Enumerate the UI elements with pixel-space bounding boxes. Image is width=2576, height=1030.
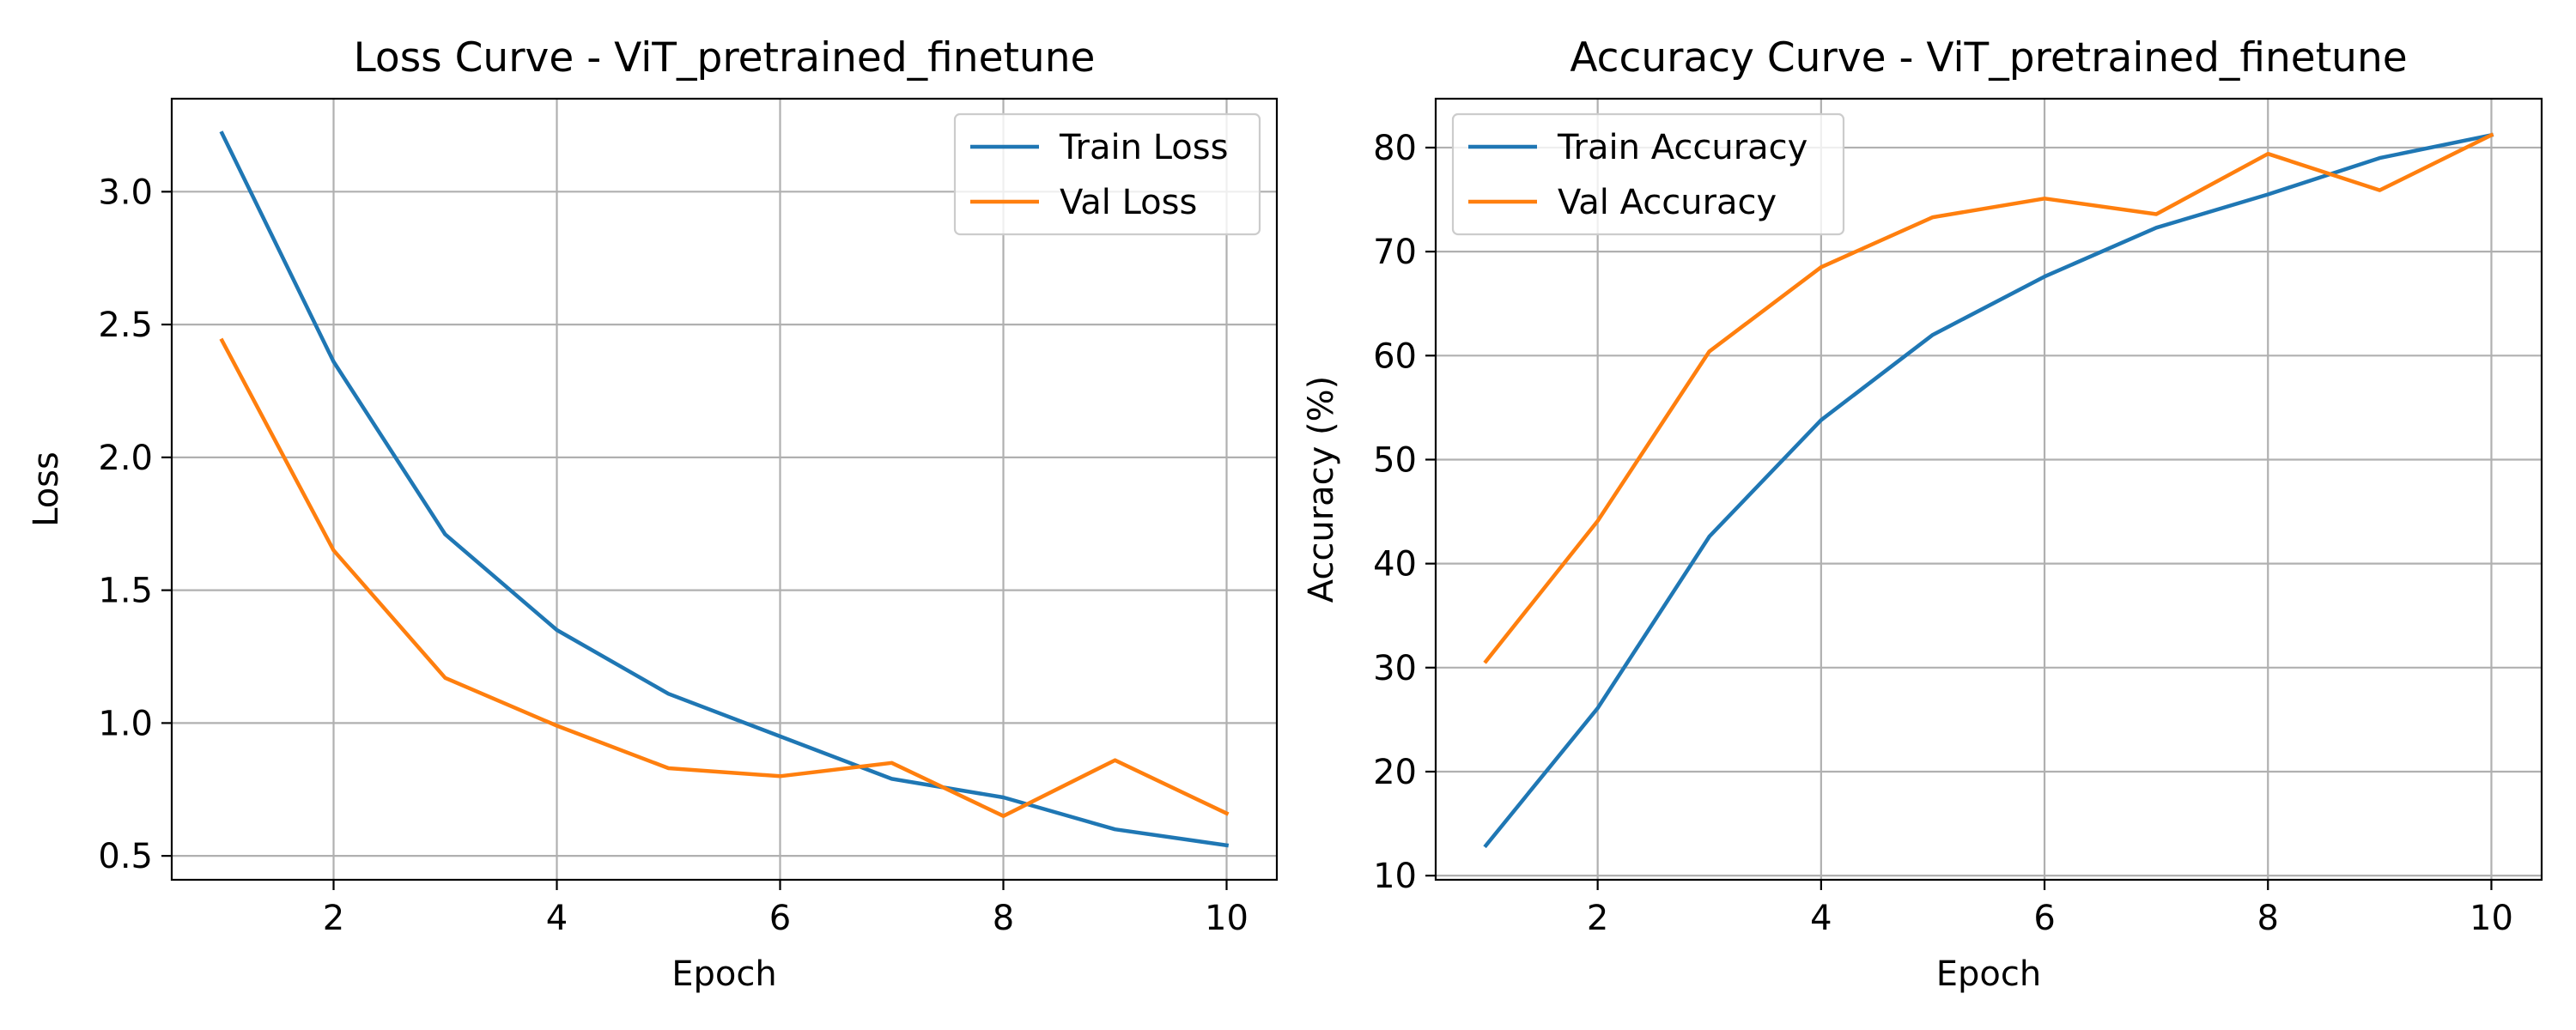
loss-xtick-label-2: 6	[769, 899, 791, 938]
loss-legend-label-0: Train Loss	[1059, 128, 1228, 167]
accuracy-ytick-label-5: 60	[1373, 336, 1417, 376]
loss-ytick-label-4: 2.5	[98, 306, 153, 345]
loss-ytick-label-2: 1.5	[98, 572, 153, 611]
loss-xtick-label-3: 8	[993, 899, 1014, 938]
accuracy-chart-title: Accuracy Curve - ViT_pretrained_finetune	[1570, 34, 2407, 82]
accuracy-xtick-label-1: 4	[1810, 899, 1832, 938]
loss-y-axis-label: Loss	[27, 451, 66, 527]
accuracy-ytick-label-6: 70	[1373, 233, 1417, 272]
accuracy-series-1-line	[1483, 132, 2494, 664]
loss-chart-title: Loss Curve - ViT_pretrained_finetune	[354, 34, 1096, 82]
accuracy-ytick-label-0: 10	[1373, 857, 1417, 896]
loss-series-0-line	[219, 130, 1230, 848]
accuracy-legend-label-0: Train Accuracy	[1557, 128, 1807, 167]
accuracy-ytick-label-3: 40	[1373, 545, 1417, 585]
accuracy-y-axis-label: Accuracy (%)	[1302, 376, 1341, 603]
loss-xtick-label-0: 2	[323, 899, 344, 938]
loss-xtick-label-1: 4	[546, 899, 568, 938]
loss-x-axis-label: Epoch	[671, 954, 776, 994]
loss-axes-frame	[170, 97, 1279, 882]
accuracy-legend-box	[1451, 112, 1845, 236]
accuracy-ytick-label-7: 80	[1373, 129, 1417, 168]
accuracy-chart: 2 4 6 8 10 10 20 30 40 50 60 70 80 Accuracy Curve - V…	[1302, 34, 2543, 994]
accuracy-series-0-line	[1483, 132, 2494, 849]
accuracy-xtick-label-2: 6	[2033, 899, 2055, 938]
accuracy-ytick-label-1: 20	[1373, 753, 1417, 792]
accuracy-axes-frame	[1434, 97, 2543, 882]
loss-series-1-line	[219, 337, 1230, 818]
loss-ytick-label-3: 2.0	[98, 439, 153, 478]
loss-ytick-label-1: 1.0	[98, 704, 153, 743]
loss-legend-label-1: Val Loss	[1060, 183, 1197, 222]
loss-legend: Train Loss Val Loss	[953, 112, 1261, 236]
loss-legend-box	[953, 112, 1261, 236]
accuracy-ytick-label-2: 30	[1373, 649, 1417, 688]
loss-xtick-label-4: 10	[1205, 899, 1249, 938]
loss-ytick-label-0: 0.5	[98, 837, 153, 876]
chart-panels: 2 4 6 8 10 0.5 1.0 1.5 2.0 2.5 3.0 Loss Curve - ViT…	[27, 34, 2543, 994]
loss-ytick-label-5: 3.0	[98, 173, 153, 212]
accuracy-xtick-label-4: 10	[2470, 899, 2513, 938]
loss-chart: 2 4 6 8 10 0.5 1.0 1.5 2.0 2.5 3.0 Loss Curve - ViT…	[27, 34, 1279, 994]
accuracy-xtick-label-3: 8	[2257, 899, 2279, 938]
accuracy-legend: Train Accuracy Val Accuracy	[1451, 112, 1845, 236]
accuracy-xtick-label-0: 2	[1587, 899, 1608, 938]
accuracy-ytick-label-4: 50	[1373, 440, 1417, 480]
accuracy-legend-label-1: Val Accuracy	[1558, 183, 1777, 222]
accuracy-x-axis-label: Epoch	[1936, 954, 2041, 994]
